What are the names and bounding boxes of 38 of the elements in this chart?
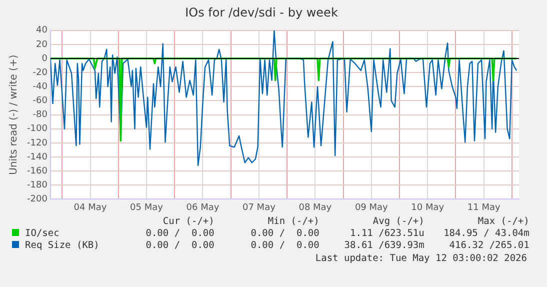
y-tick-label: -180 <box>26 180 48 190</box>
y-tick-label: 0 <box>42 54 48 64</box>
y-axis-title: Units read (-) / write (+) <box>8 54 20 175</box>
y-tick-label: 40 <box>36 26 48 36</box>
x-tick-label: 10 May <box>411 202 445 213</box>
x-tick-label: 06 May <box>186 202 220 213</box>
text: 0.00 / 0.00 <box>250 228 320 240</box>
x-tick-label: 05 May <box>130 202 164 213</box>
y-tick-label: -140 <box>26 152 48 162</box>
text: 0.00 / 0.00 <box>250 240 320 252</box>
y-tick-label: -80 <box>32 110 48 120</box>
text: 0.00 / 0.00 <box>144 240 214 252</box>
text: 1.11 /623.51u <box>349 228 424 240</box>
legend-label: Req Size (KB) <box>24 240 100 252</box>
y-tick-label: -120 <box>26 138 48 148</box>
y-tick-label: -200 <box>26 194 48 205</box>
text: Avg (-/+) <box>372 216 424 228</box>
y-tick-label: -40 <box>32 82 48 92</box>
x-tick-label: 04 May <box>74 202 108 213</box>
x-tick-label: 09 May <box>354 202 389 213</box>
y-tick-label: -100 <box>26 124 48 134</box>
text: Cur (-/+) <box>162 216 214 228</box>
text: 184.95 / 43.04m <box>442 228 530 240</box>
x-tick-label: 07 May <box>242 202 276 213</box>
y-tick-label: -160 <box>26 166 48 176</box>
text: 416.32 /265.01 <box>448 240 530 252</box>
text: 38.61 /639.93m <box>343 240 424 252</box>
chart-title: IOs for /dev/sdi - by week <box>185 5 338 20</box>
y-tick-label: 20 <box>36 40 48 50</box>
text: 0.00 / 0.00 <box>144 228 214 240</box>
text: Min (-/+) <box>266 216 320 228</box>
text: Max (-/+) <box>476 216 530 228</box>
y-tick-label: -60 <box>32 96 48 106</box>
y-tick-label: -20 <box>32 68 48 78</box>
x-tick-label: 08 May <box>298 202 332 213</box>
x-tick-label: 11 May <box>467 202 501 213</box>
legend-label: IO/sec <box>24 228 60 240</box>
text: Last update: Tue May 12 03:00:02 2026 <box>315 253 527 264</box>
